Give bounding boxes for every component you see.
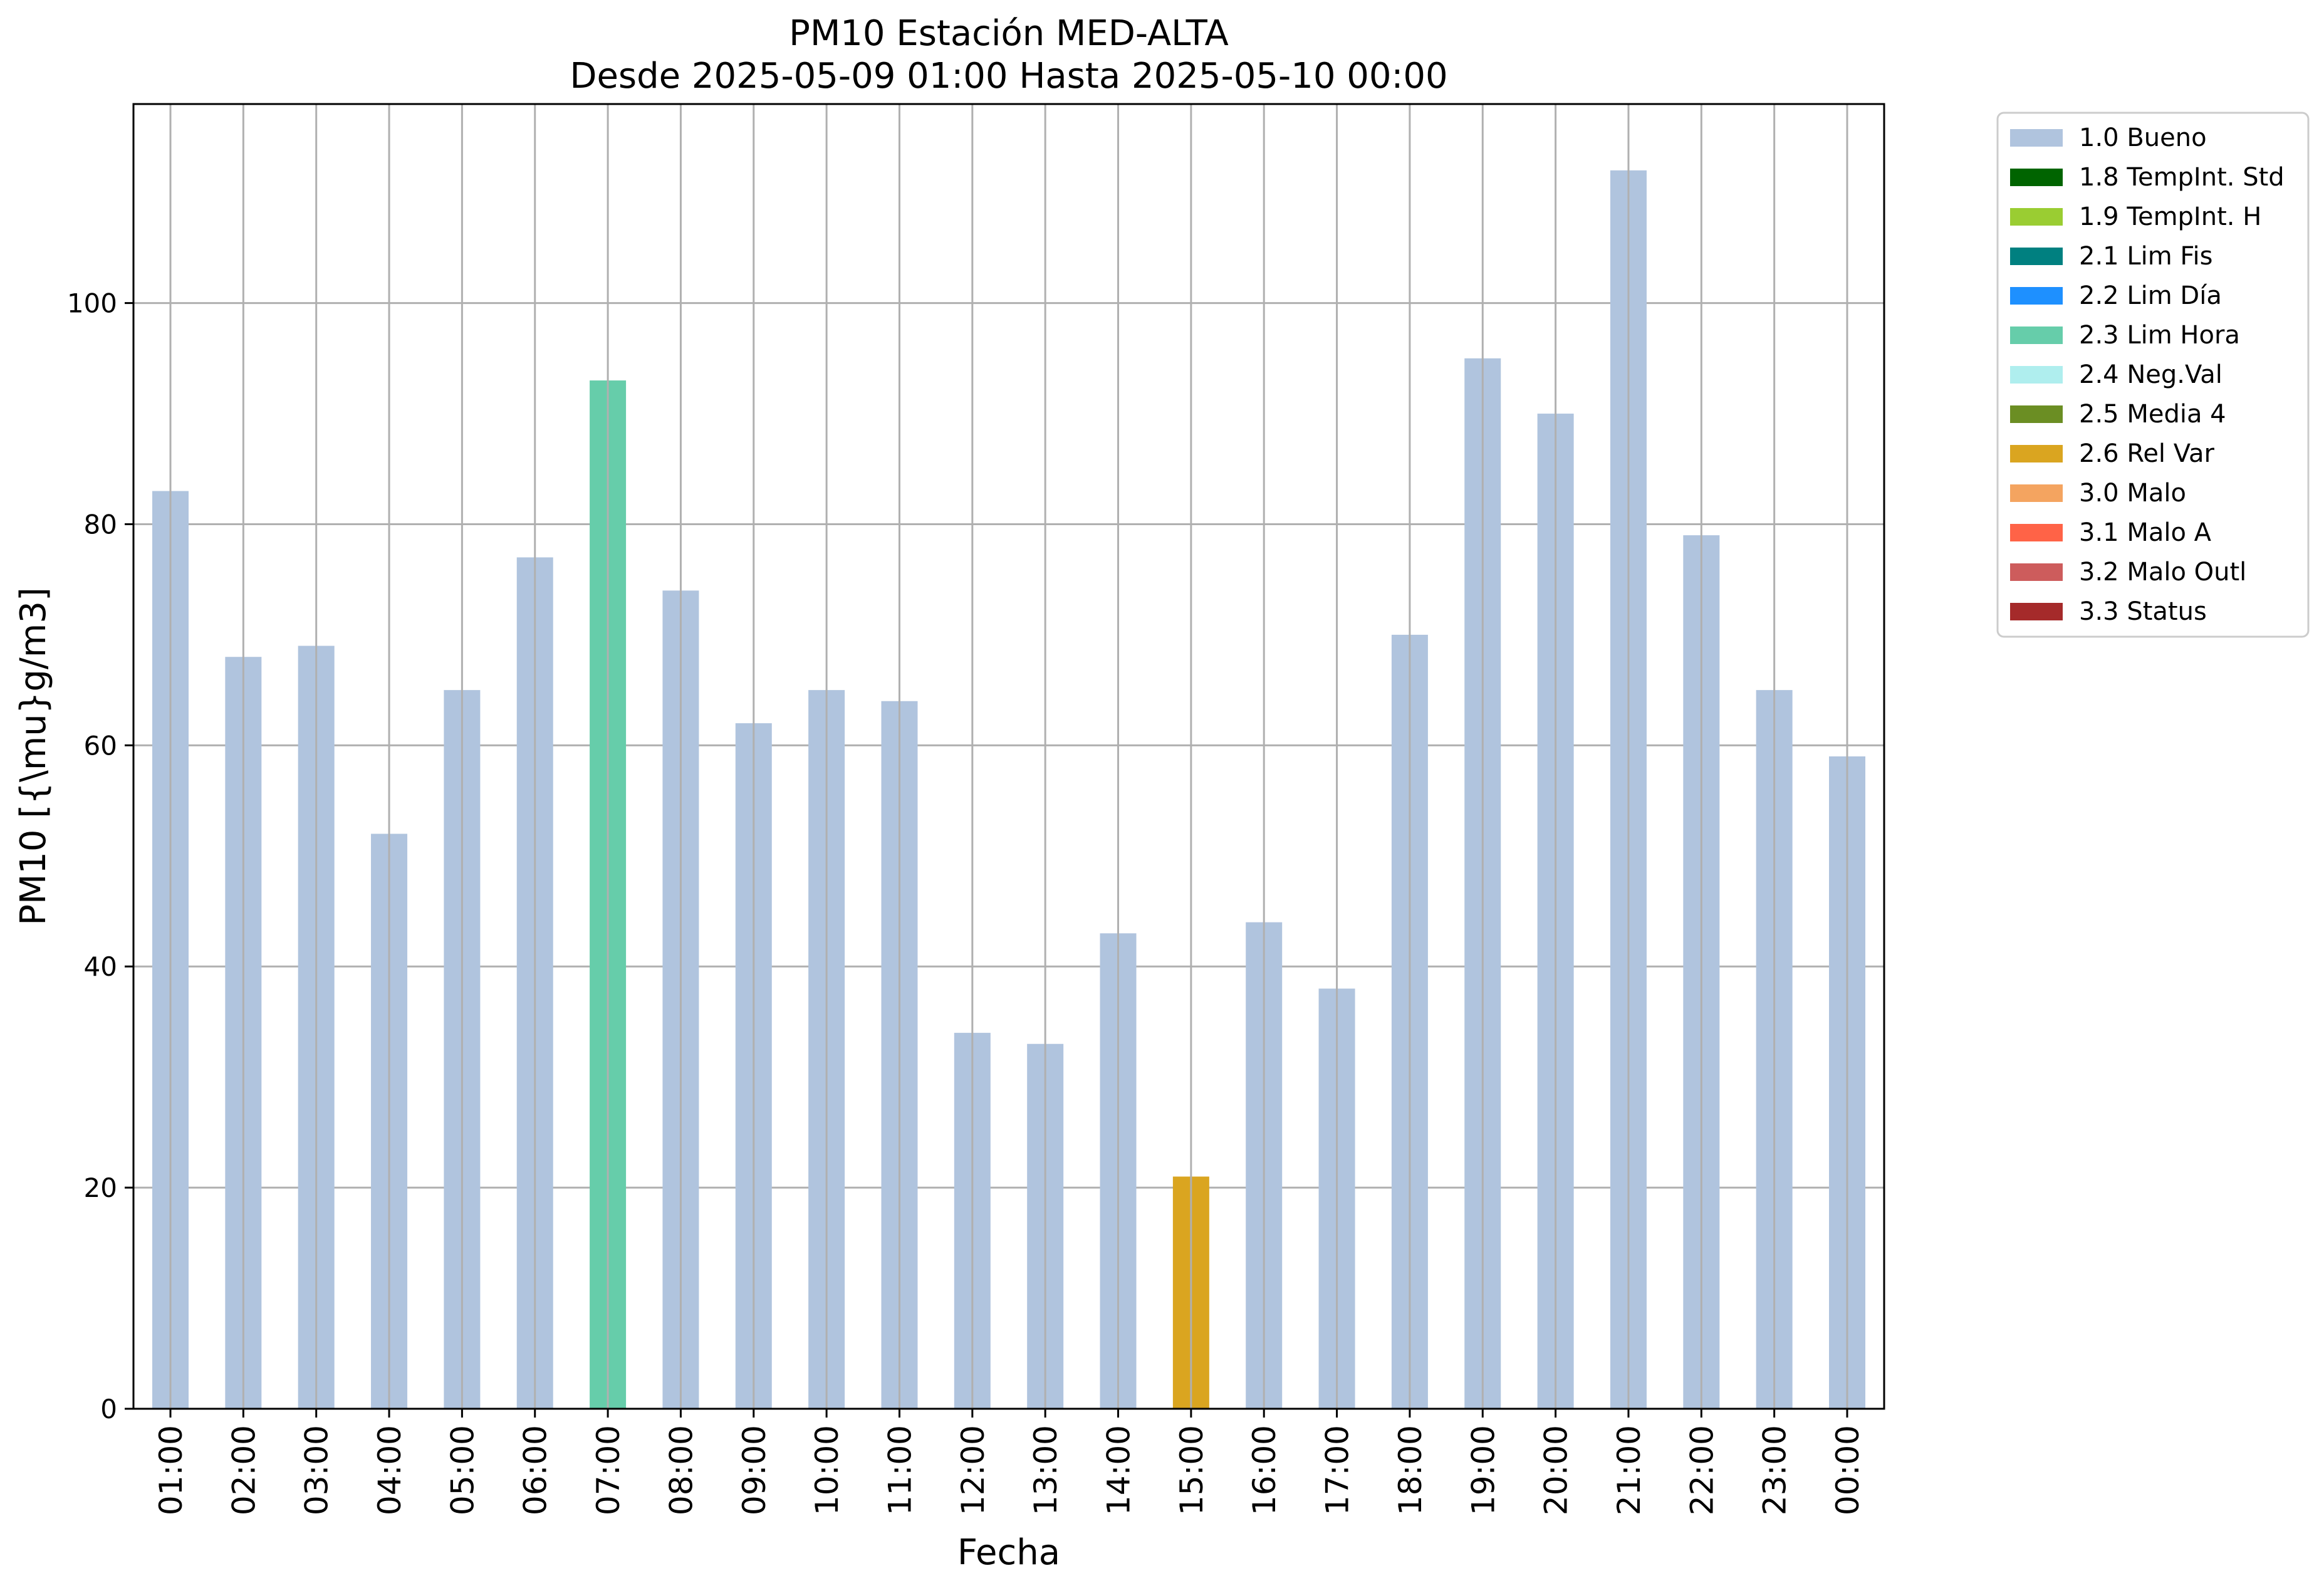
legend-label: 2.3 Lim Hora bbox=[2079, 321, 2240, 350]
x-tick-label: 12:00 bbox=[955, 1425, 991, 1515]
plot-area-frame bbox=[132, 103, 1885, 1410]
legend-swatch bbox=[2010, 445, 2063, 462]
y-axis-label: PM10 [{\mu}g/m3] bbox=[13, 587, 54, 926]
x-tick-label: 04:00 bbox=[372, 1425, 408, 1515]
y-tick-label: 100 bbox=[67, 288, 117, 319]
x-axis-label: Fecha bbox=[957, 1532, 1060, 1573]
x-tick-label: 22:00 bbox=[1684, 1425, 1720, 1515]
x-tick-label: 01:00 bbox=[153, 1425, 189, 1515]
y-tick-label: 80 bbox=[84, 509, 117, 540]
legend-label: 3.0 Malo bbox=[2079, 479, 2186, 508]
chart-title: PM10 Estación MED-ALTA bbox=[789, 13, 1229, 54]
x-tick-label: 17:00 bbox=[1320, 1425, 1356, 1515]
x-tick-label: 15:00 bbox=[1174, 1425, 1210, 1515]
chart-subtitle: Desde 2025-05-09 01:00 Hasta 2025-05-10 … bbox=[570, 56, 1447, 97]
legend-label: 2.6 Rel Var bbox=[2079, 439, 2215, 468]
x-tick-label: 06:00 bbox=[518, 1425, 554, 1515]
legend: 1.0 Bueno 1.8 TempInt. Std 1.9 TempInt. H 2… bbox=[1996, 112, 2310, 638]
x-tick-label: 21:00 bbox=[1611, 1425, 1647, 1515]
legend-swatch bbox=[2010, 405, 2063, 423]
x-tick-label: 10:00 bbox=[809, 1425, 845, 1515]
y-tick-label: 40 bbox=[84, 951, 117, 982]
vertical-grid-lines bbox=[169, 104, 1848, 1409]
legend-swatch bbox=[2010, 287, 2063, 305]
legend-swatch bbox=[2010, 603, 2063, 620]
legend-label: 2.2 Lim Día bbox=[2079, 281, 2222, 310]
legend-swatch bbox=[2010, 524, 2063, 541]
x-tick-label: 07:00 bbox=[590, 1425, 627, 1515]
x-tick-label: 08:00 bbox=[663, 1425, 699, 1515]
legend-label: 1.0 Bueno bbox=[2079, 123, 2207, 152]
legend-swatch bbox=[2010, 563, 2063, 581]
x-tick-label: 03:00 bbox=[299, 1425, 335, 1515]
legend-swatch bbox=[2010, 129, 2063, 147]
x-tick-label: 00:00 bbox=[1830, 1425, 1866, 1515]
legend-label: 2.5 Media 4 bbox=[2079, 400, 2226, 429]
legend-items: 1.0 Bueno 1.8 TempInt. Std 1.9 TempInt. H 2… bbox=[2010, 123, 2285, 626]
x-tick-label: 09:00 bbox=[736, 1425, 773, 1515]
y-axis-ticks: 0 20 40 60 80 100 bbox=[67, 288, 133, 1424]
legend-label: 3.2 Malo Outl bbox=[2079, 558, 2246, 587]
x-tick-label: 13:00 bbox=[1028, 1425, 1064, 1515]
x-tick-label: 23:00 bbox=[1757, 1425, 1793, 1515]
x-tick-label: 11:00 bbox=[882, 1425, 918, 1515]
legend-label: 1.8 TempInt. Std bbox=[2079, 163, 2285, 192]
legend-label: 2.1 Lim Fis bbox=[2079, 242, 2212, 271]
x-axis-ticks: 01:00 02:00 03:00 04:00 05:00 06:00 07:00 08:00… bbox=[153, 1409, 1866, 1515]
legend-label: 3.3 Status bbox=[2079, 597, 2207, 626]
legend-swatch bbox=[2010, 169, 2063, 186]
x-tick-label: 02:00 bbox=[226, 1425, 262, 1515]
legend-swatch bbox=[2010, 484, 2063, 502]
bars-group bbox=[152, 170, 1865, 1409]
y-tick-label: 0 bbox=[100, 1394, 117, 1424]
legend-swatch bbox=[2010, 208, 2063, 226]
legend-label: 3.1 Malo A bbox=[2079, 518, 2212, 547]
legend-swatch bbox=[2010, 366, 2063, 384]
x-tick-label: 05:00 bbox=[444, 1425, 481, 1515]
x-tick-label: 16:00 bbox=[1246, 1425, 1283, 1515]
x-tick-label: 18:00 bbox=[1392, 1425, 1429, 1515]
x-tick-label: 19:00 bbox=[1465, 1425, 1501, 1515]
legend-label: 1.9 TempInt. H bbox=[2079, 202, 2261, 231]
legend-swatch bbox=[2010, 248, 2063, 265]
legend-box bbox=[1996, 112, 2310, 638]
x-tick-label: 20:00 bbox=[1538, 1425, 1575, 1515]
legend-label: 2.4 Neg.Val bbox=[2079, 360, 2222, 389]
y-tick-label: 60 bbox=[84, 730, 117, 761]
legend-swatch bbox=[2010, 326, 2063, 344]
y-tick-label: 20 bbox=[84, 1173, 117, 1203]
x-tick-label: 14:00 bbox=[1101, 1425, 1137, 1515]
